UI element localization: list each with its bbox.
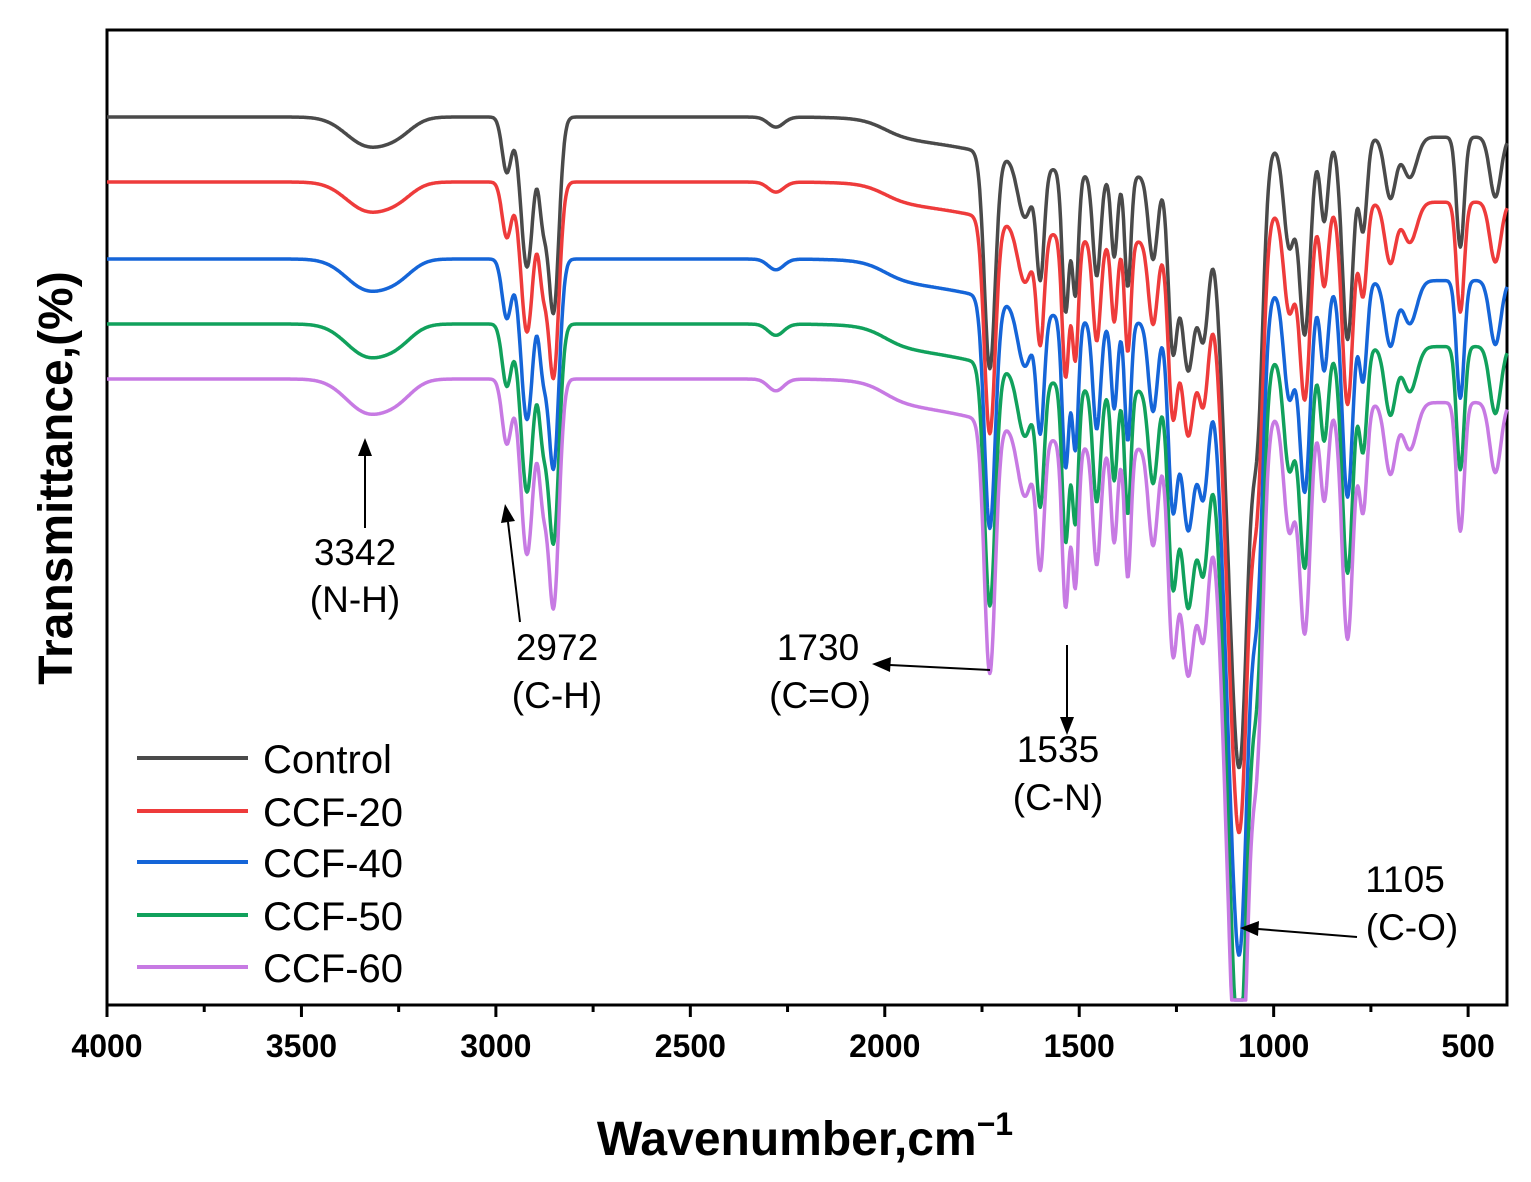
annotation-co-carbonyl-value: 1730 <box>777 627 859 668</box>
annotation-co-value: 1105 <box>1365 859 1445 900</box>
x-axis-title: Wavenumber,cm−1 <box>597 1106 1013 1166</box>
annotation-co-arrowhead <box>1240 921 1259 936</box>
x-tick-label: 500 <box>1441 1028 1494 1064</box>
legend-label-control: Control <box>263 738 392 782</box>
x-tick-label: 2000 <box>849 1028 920 1064</box>
series-line-ccf20 <box>106 180 1509 835</box>
annotation-co-carbonyl: 1730 (C=O) <box>769 627 991 716</box>
x-tick-label: 2500 <box>655 1028 726 1064</box>
annotation-co-carbonyl-arrow <box>889 664 991 671</box>
annotation-nh-value: 3342 <box>314 532 396 573</box>
series-layer <box>106 115 1509 1002</box>
annotation-co-carbonyl-label: (C=O) <box>769 675 871 716</box>
annotation-ch-label: (C-H) <box>512 675 602 716</box>
plot-frame <box>105 28 1509 1007</box>
series-line-ccf50 <box>106 322 1509 1002</box>
legend-label-ccf20: CCF-20 <box>263 791 403 835</box>
x-tick-label: 3000 <box>460 1028 531 1064</box>
x-axis-ticks: 4000 3500 3000 2500 2000 1500 1000 500 <box>71 1005 1495 1064</box>
series-line-control <box>106 115 1509 770</box>
annotation-nh-arrowhead <box>358 438 372 456</box>
annotation-ch-value: 2972 <box>516 627 598 668</box>
legend-label-ccf50: CCF-50 <box>263 895 403 939</box>
annotation-ch-arrow <box>507 521 521 623</box>
legend-label-ccf60: CCF-60 <box>263 947 403 991</box>
legend: Control CCF-20 CCF-40 CCF-50 CCF-60 <box>137 738 403 991</box>
annotation-cn-value: 1535 <box>1017 729 1099 770</box>
series-line-ccf60 <box>106 377 1509 1002</box>
series-line-ccf40 <box>106 257 1509 957</box>
annotation-co-carbonyl-arrowhead <box>872 657 891 672</box>
legend-label-ccf40: CCF-40 <box>263 842 403 886</box>
annotation-cn: 1535 (C-N) <box>1013 645 1103 818</box>
annotation-cn-label: (C-N) <box>1013 777 1103 818</box>
x-tick-label: 3500 <box>266 1028 337 1064</box>
annotation-cn-arrowhead <box>1060 717 1074 735</box>
annotation-co: 1105 (C-O) <box>1240 859 1458 948</box>
annotation-ch: 2972 (C-H) <box>501 504 602 716</box>
y-axis-title: Transmittance,(%) <box>30 271 83 684</box>
x-tick-label: 1500 <box>1044 1028 1115 1064</box>
annotation-nh: 3342 (N-H) <box>310 438 400 620</box>
annotation-ch-arrowhead <box>501 504 515 523</box>
annotation-co-label: (C-O) <box>1366 907 1458 948</box>
x-tick-label: 1000 <box>1238 1028 1309 1064</box>
x-tick-label: 4000 <box>71 1028 142 1064</box>
annotation-nh-label: (N-H) <box>310 579 400 620</box>
annotation-co-arrow <box>1257 928 1358 938</box>
